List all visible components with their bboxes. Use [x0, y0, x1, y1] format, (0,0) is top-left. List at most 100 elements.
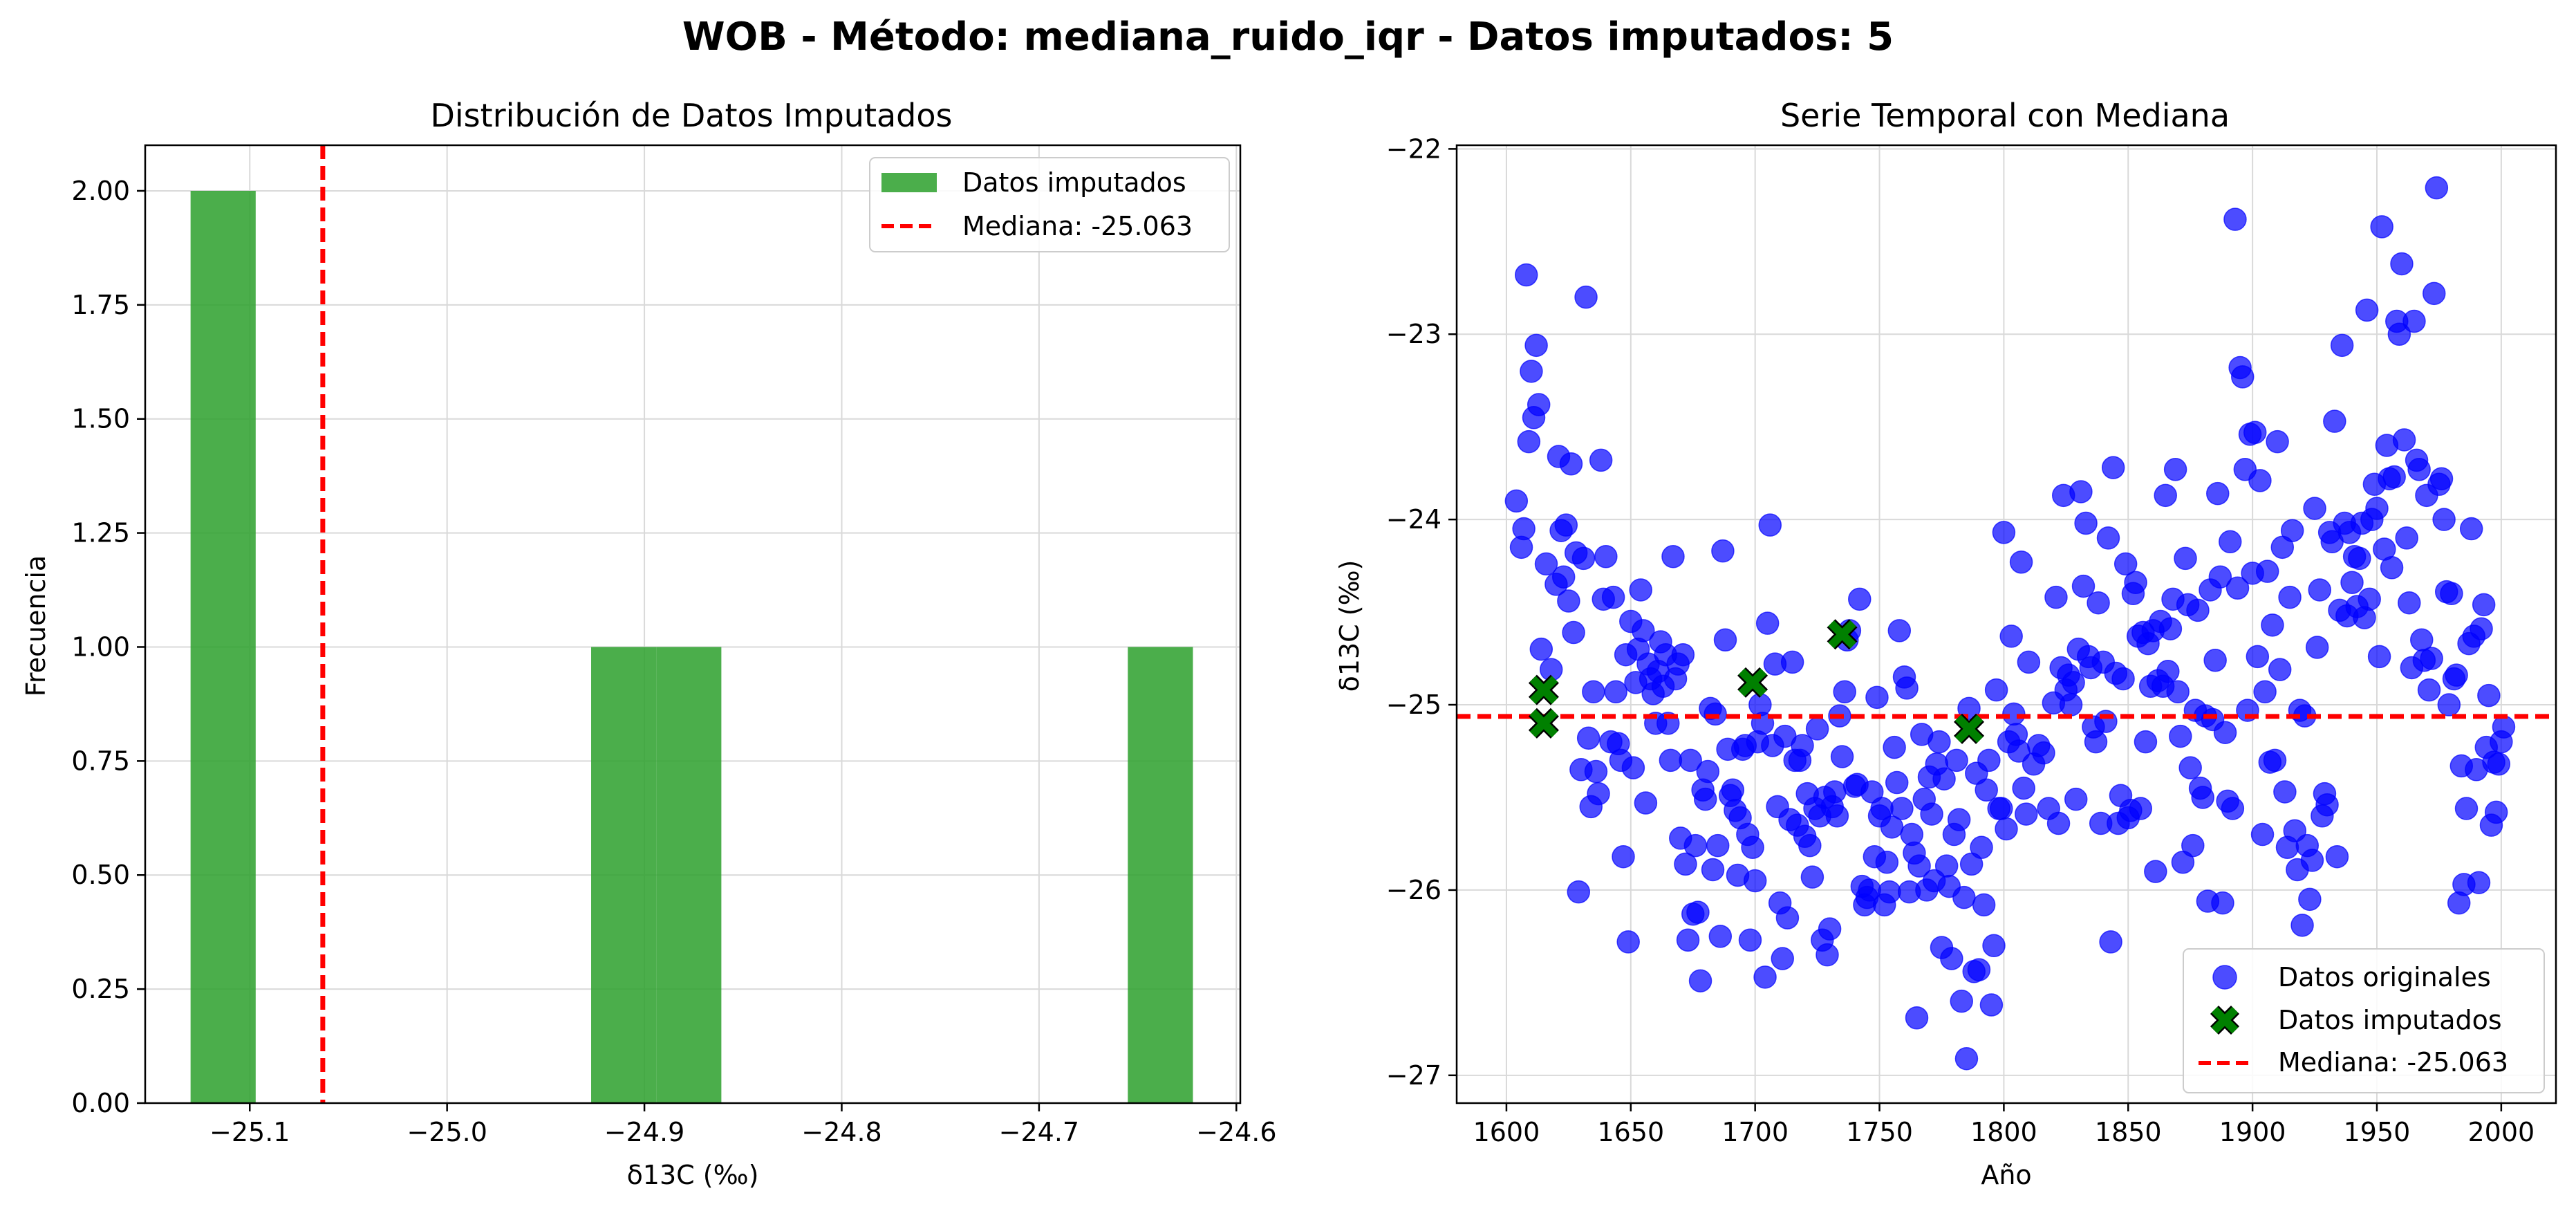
scatter-original-point: [1551, 565, 1576, 589]
scatter-original-point: [2101, 456, 2125, 479]
scatter-original-point: [2387, 322, 2411, 346]
scatter-original-point: [2358, 587, 2381, 611]
scatter-y-tick-label: −22: [1386, 133, 1441, 164]
histogram-legend-label-imputed: Datos imputados: [962, 167, 1186, 198]
scatter-original-point: [2303, 497, 2326, 520]
scatter-original-point: [1800, 865, 1824, 889]
scatter-original-point: [1659, 748, 1683, 773]
scatter-original-point: [2059, 693, 2083, 717]
scatter-imputed-point-fill: [1828, 620, 1856, 649]
scatter-original-point: [1562, 620, 1585, 645]
scatter-original-point: [2417, 678, 2441, 702]
scatter-x-tick-label: 1850: [2095, 1117, 2162, 1147]
scatter-original-point: [2422, 281, 2446, 306]
scatter-original-point: [2099, 930, 2122, 954]
scatter-original-point: [2134, 730, 2158, 754]
scatter-original-point: [1679, 748, 1702, 773]
scatter-original-point: [2437, 693, 2461, 717]
scatter-original-point: [2174, 546, 2197, 571]
scatter-original-point: [1582, 680, 1605, 704]
histogram-x-tick-label: −25.1: [209, 1117, 290, 1147]
scatter-original-point: [1753, 965, 1777, 989]
scatter-original-point: [1771, 947, 1794, 970]
scatter-original-point: [2046, 811, 2071, 835]
scatter-original-point: [1574, 285, 1598, 309]
legend-swatch-original-points: [2212, 965, 2237, 990]
scatter-original-point: [1554, 513, 1578, 537]
scatter-original-point: [2280, 519, 2304, 542]
scatter-imputed-points: [1528, 619, 1985, 744]
scatter-x-ticks: 1600 1650 1700 1750 1800 1850 1900 1950 2000: [1473, 1103, 2535, 1147]
scatter-x-tick-label: 1900: [2219, 1117, 2286, 1147]
legend-swatch-imputed-marker-fill: [2211, 1006, 2239, 1034]
scatter-x-tick-label: 2000: [2468, 1117, 2535, 1147]
scatter-legend-label-median: Mediana: -25.063: [2278, 1047, 2508, 1078]
scatter-original-point: [1671, 643, 1695, 667]
histogram-legend-box: [869, 157, 1230, 252]
scatter-original-point: [2308, 578, 2332, 602]
scatter-x-tick-label: 1700: [1721, 1117, 1789, 1147]
scatter-original-point: [2454, 797, 2479, 820]
scatter-title: Serie Temporal con Mediana: [1780, 97, 2230, 134]
scatter-original-point: [1977, 748, 2001, 773]
scatter-original-point: [2230, 365, 2255, 389]
histogram-y-tick-label: 0.00: [71, 1088, 130, 1118]
scatter-original-point: [2266, 429, 2289, 454]
scatter-original-point: [1612, 844, 1635, 869]
scatter-x-tick-label: 1600: [1473, 1117, 1540, 1147]
scatter-imputed-point-fill: [1954, 714, 1984, 743]
scatter-original-point: [2186, 598, 2210, 622]
scatter-original-point: [2315, 793, 2339, 817]
scatter-original-point: [2225, 576, 2250, 600]
scatter-original-point: [1557, 589, 1580, 613]
scatter-original-point: [1833, 680, 1856, 704]
scatter-original-point: [1661, 544, 1685, 568]
scatter-original-point: [2380, 556, 2404, 580]
scatter-original-point: [2470, 617, 2493, 640]
scatter-original-point: [1816, 943, 1839, 967]
scatter-original-point: [1634, 791, 1658, 815]
scatter-original-point: [2246, 645, 2270, 669]
scatter-panel: Serie Temporal con Mediana 1600 1650 1700 1…: [1334, 97, 2557, 1190]
scatter-original-point: [1683, 833, 1708, 858]
scatter-original-point: [1755, 611, 1780, 635]
scatter-original-point: [2325, 844, 2349, 869]
scatter-original-point: [2407, 458, 2431, 481]
scatter-original-point: [2124, 571, 2147, 594]
scatter-original-point: [2178, 756, 2202, 779]
scatter-original-point: [2062, 671, 2085, 694]
histogram-x-ticks: −25.1 −25.0 −24.9 −24.8 −24.7 −24.6: [209, 1103, 1277, 1147]
scatter-original-point: [1584, 759, 1608, 784]
scatter-original-point: [2069, 480, 2093, 503]
scatter-original-point: [2166, 680, 2190, 704]
scatter-original-point: [2472, 593, 2496, 617]
scatter-original-point: [2440, 582, 2463, 606]
scatter-original-point: [2154, 483, 2177, 508]
scatter-x-tick-label: 1750: [1846, 1117, 1913, 1147]
scatter-original-point: [2203, 648, 2227, 672]
histogram-y-tick-label: 1.00: [71, 631, 130, 662]
scatter-original-point: [1559, 452, 1583, 476]
scatter-original-point: [1520, 360, 1543, 383]
scatter-original-point: [1995, 817, 2018, 841]
scatter-original-point: [2420, 647, 2443, 670]
scatter-original-point: [1865, 685, 1889, 710]
scatter-original-point: [1957, 696, 1981, 721]
scatter-original-point: [2305, 636, 2329, 659]
scatter-imputed-point: [1528, 674, 1559, 705]
histogram-y-tick-label: 0.75: [71, 746, 130, 776]
scatter-original-point: [1721, 778, 1745, 802]
scatter-original-point: [2169, 724, 2192, 748]
histogram-y-tick-label: 2.00: [71, 176, 130, 206]
scatter-original-point: [1990, 797, 2013, 820]
scatter-original-point: [2015, 802, 2038, 826]
scatter-original-point: [1954, 1046, 1979, 1071]
scatter-original-point: [1887, 619, 1912, 643]
scatter-original-point: [2392, 428, 2416, 452]
scatter-original-point: [1920, 802, 1943, 826]
scatter-original-point: [1940, 947, 1963, 970]
scatter-original-point: [2395, 526, 2418, 550]
scatter-original-point: [1885, 770, 1909, 795]
scatter-original-point: [1696, 759, 1720, 784]
scatter-original-point: [1706, 833, 1730, 858]
